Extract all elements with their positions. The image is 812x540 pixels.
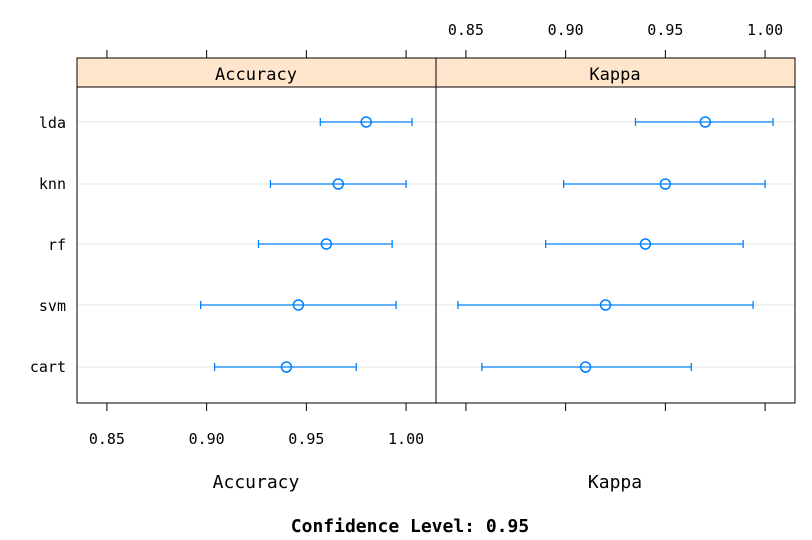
data-marks	[200, 116, 774, 373]
point-accuracy-rf	[320, 238, 333, 250]
tick-label-accuracy-1.00: 1.00	[388, 430, 424, 448]
accuracy-strip	[76, 57, 437, 88]
tick-label-accuracy-0.85: 0.85	[89, 430, 125, 448]
tick-label-kappa-0.90: 0.90	[548, 21, 584, 39]
point-kappa-cart	[579, 361, 592, 373]
kappa-axis-title: Kappa	[588, 472, 642, 493]
point-kappa-rf	[639, 238, 652, 250]
point-kappa-lda	[699, 116, 711, 128]
kappa-strip-label: Kappa	[589, 65, 640, 85]
point-accuracy-svm	[292, 299, 305, 311]
category-label-knn: knn	[39, 175, 66, 193]
axis-ticks: 0.85 0.90 0.95 1.00 0.85 0.90 0.95 1.00	[89, 21, 783, 448]
point-accuracy-cart	[280, 361, 293, 373]
category-label-svm: svm	[39, 297, 66, 315]
point-kappa-knn	[659, 178, 672, 190]
category-label-lda: lda	[39, 114, 66, 132]
tick-label-accuracy-0.95: 0.95	[288, 430, 324, 448]
tick-label-kappa-0.95: 0.95	[647, 21, 683, 39]
category-label-cart: cart	[30, 358, 66, 376]
kappa-strip	[435, 57, 796, 88]
accuracy-axis-title: Accuracy	[213, 472, 300, 493]
point-accuracy-knn	[332, 178, 345, 190]
tick-label-kappa-0.85: 0.85	[448, 21, 484, 39]
tick-label-kappa-1.00: 1.00	[747, 21, 783, 39]
confidence-level-footer: Confidence Level: 0.95	[291, 516, 529, 537]
kappa-panel	[435, 86, 796, 404]
accuracy-strip-label: Accuracy	[215, 65, 297, 85]
tick-label-accuracy-0.90: 0.90	[189, 430, 225, 448]
accuracy-panel	[76, 86, 437, 404]
point-accuracy-lda	[360, 116, 372, 128]
point-kappa-svm	[599, 299, 612, 311]
category-label-rf: rf	[48, 236, 66, 254]
